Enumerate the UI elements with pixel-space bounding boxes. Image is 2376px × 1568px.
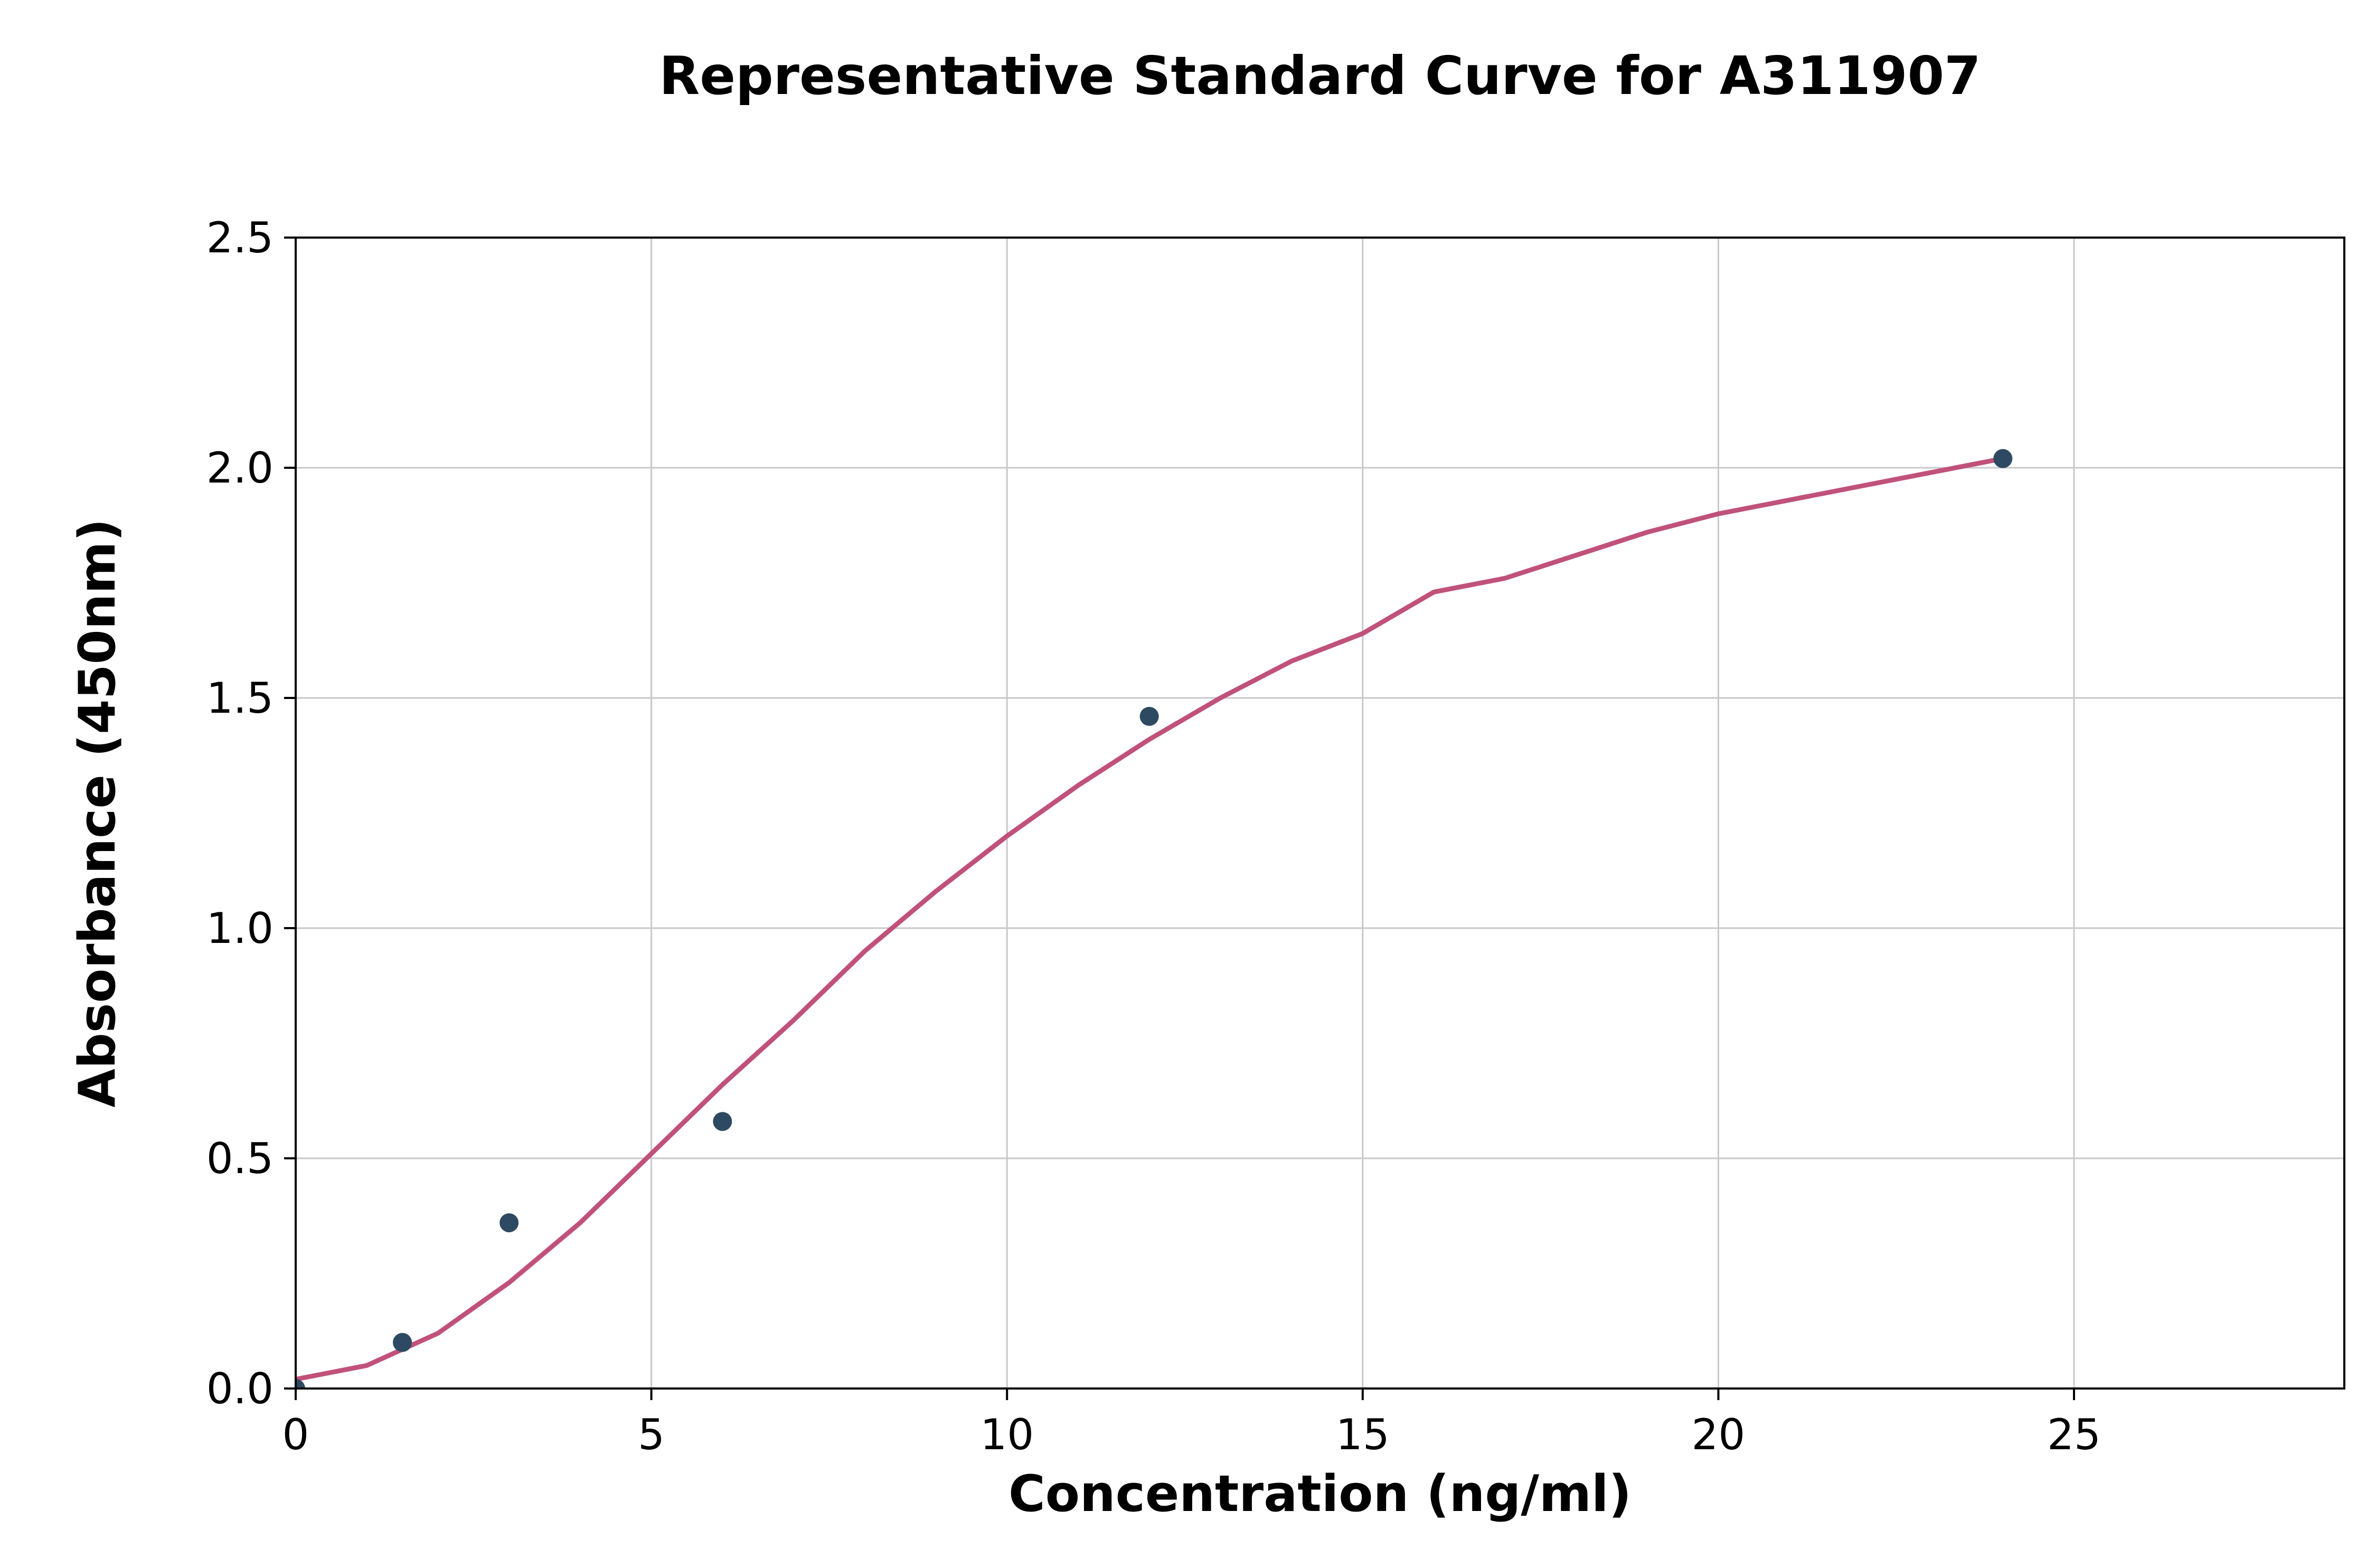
y-axis-label: Absorbance (450nm) [69, 518, 127, 1108]
data-point [1993, 449, 2013, 468]
y-tick-label: 1.5 [206, 674, 274, 723]
x-tick-label: 20 [1692, 1410, 1746, 1459]
plot-border [295, 237, 2345, 1390]
x-tick-label: 10 [980, 1410, 1034, 1459]
y-tick-label: 2.5 [206, 213, 274, 262]
y-tick-label: 2.0 [206, 443, 274, 493]
x-tick-label: 0 [282, 1410, 309, 1459]
data-point [499, 1213, 519, 1233]
y-tick-label: 0.0 [206, 1364, 274, 1413]
x-tick-label: 15 [1336, 1410, 1390, 1459]
y-tick-label: 0.5 [206, 1134, 274, 1183]
data-layer [296, 449, 2013, 1388]
data-point [713, 1112, 732, 1131]
fit-curve [296, 456, 2005, 1382]
x-axis-label: Concentration (ng/ml) [1008, 1465, 1632, 1523]
data-point [296, 1379, 305, 1388]
y-tick-label: 1.0 [206, 904, 274, 953]
data-point [393, 1333, 412, 1352]
x-tick-label: 5 [638, 1410, 665, 1459]
data-point [1139, 706, 1159, 726]
chart-title: Representative Standard Curve for A31190… [659, 45, 1981, 107]
x-tick-label: 25 [2047, 1410, 2101, 1459]
